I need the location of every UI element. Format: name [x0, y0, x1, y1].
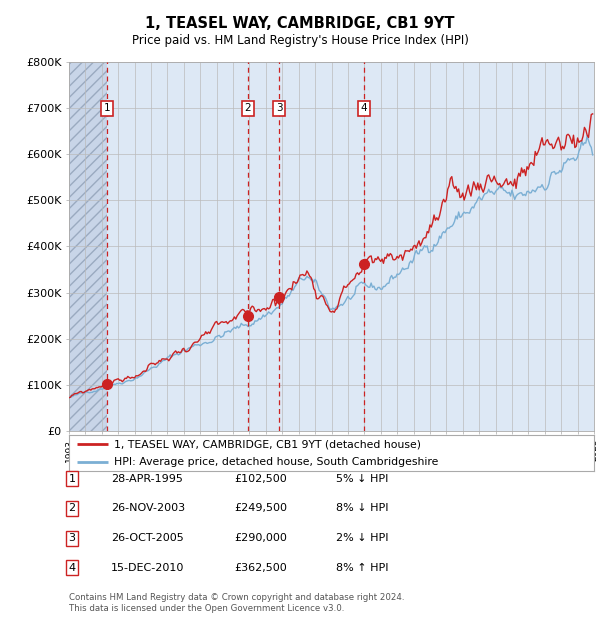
Bar: [69, 62, 107, 431]
Text: £102,500: £102,500: [234, 474, 287, 484]
Text: 8% ↓ HPI: 8% ↓ HPI: [336, 503, 389, 513]
Text: Price paid vs. HM Land Registry's House Price Index (HPI): Price paid vs. HM Land Registry's House …: [131, 34, 469, 47]
Text: 26-NOV-2003: 26-NOV-2003: [111, 503, 185, 513]
Text: 1, TEASEL WAY, CAMBRIDGE, CB1 9YT: 1, TEASEL WAY, CAMBRIDGE, CB1 9YT: [145, 16, 455, 30]
Text: 15-DEC-2010: 15-DEC-2010: [111, 563, 184, 573]
Text: 3: 3: [68, 533, 76, 543]
Text: £290,000: £290,000: [234, 533, 287, 543]
Text: 1, TEASEL WAY, CAMBRIDGE, CB1 9YT (detached house): 1, TEASEL WAY, CAMBRIDGE, CB1 9YT (detac…: [113, 439, 421, 450]
Text: 8% ↑ HPI: 8% ↑ HPI: [336, 563, 389, 573]
Text: 3: 3: [276, 103, 283, 113]
Text: 28-APR-1995: 28-APR-1995: [111, 474, 183, 484]
Text: 4: 4: [361, 103, 367, 113]
Text: £362,500: £362,500: [234, 563, 287, 573]
Text: £249,500: £249,500: [234, 503, 287, 513]
Text: HPI: Average price, detached house, South Cambridgeshire: HPI: Average price, detached house, Sout…: [113, 457, 438, 467]
Text: 1: 1: [104, 103, 110, 113]
Text: 1: 1: [68, 474, 76, 484]
Text: 5% ↓ HPI: 5% ↓ HPI: [336, 474, 388, 484]
Text: 26-OCT-2005: 26-OCT-2005: [111, 533, 184, 543]
Text: 2: 2: [245, 103, 251, 113]
Text: 2% ↓ HPI: 2% ↓ HPI: [336, 533, 389, 543]
Text: 2: 2: [68, 503, 76, 513]
Text: Contains HM Land Registry data © Crown copyright and database right 2024.
This d: Contains HM Land Registry data © Crown c…: [69, 593, 404, 613]
Text: 4: 4: [68, 563, 76, 573]
